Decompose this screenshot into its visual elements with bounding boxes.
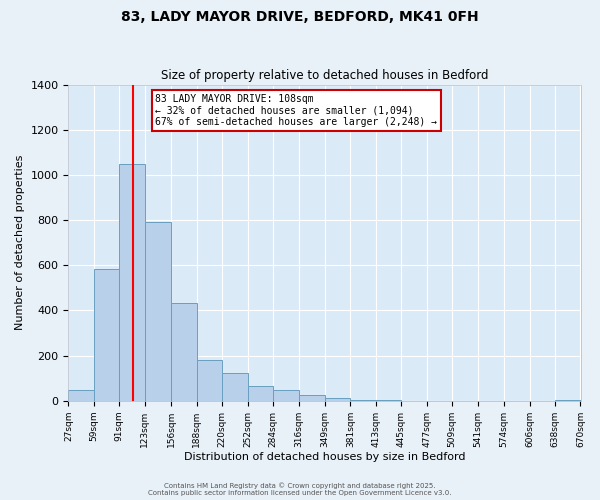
X-axis label: Distribution of detached houses by size in Bedford: Distribution of detached houses by size … bbox=[184, 452, 465, 462]
Bar bbox=[273, 390, 299, 401]
Text: Contains HM Land Registry data © Crown copyright and database right 2025.: Contains HM Land Registry data © Crown c… bbox=[164, 482, 436, 489]
Bar bbox=[555, 400, 581, 401]
Bar bbox=[145, 222, 171, 401]
Y-axis label: Number of detached properties: Number of detached properties bbox=[15, 155, 25, 330]
Bar bbox=[171, 302, 197, 401]
Bar bbox=[197, 360, 222, 401]
Text: 83 LADY MAYOR DRIVE: 108sqm
← 32% of detached houses are smaller (1,094)
67% of : 83 LADY MAYOR DRIVE: 108sqm ← 32% of det… bbox=[155, 94, 437, 127]
Bar bbox=[119, 164, 145, 401]
Bar bbox=[248, 386, 273, 401]
Title: Size of property relative to detached houses in Bedford: Size of property relative to detached ho… bbox=[161, 69, 488, 82]
Bar bbox=[299, 394, 325, 401]
Bar bbox=[68, 390, 94, 401]
Bar bbox=[222, 374, 248, 401]
Bar bbox=[94, 269, 119, 401]
Text: Contains public sector information licensed under the Open Government Licence v3: Contains public sector information licen… bbox=[148, 490, 452, 496]
Bar bbox=[325, 398, 350, 401]
Text: 83, LADY MAYOR DRIVE, BEDFORD, MK41 0FH: 83, LADY MAYOR DRIVE, BEDFORD, MK41 0FH bbox=[121, 10, 479, 24]
Bar bbox=[350, 400, 376, 401]
